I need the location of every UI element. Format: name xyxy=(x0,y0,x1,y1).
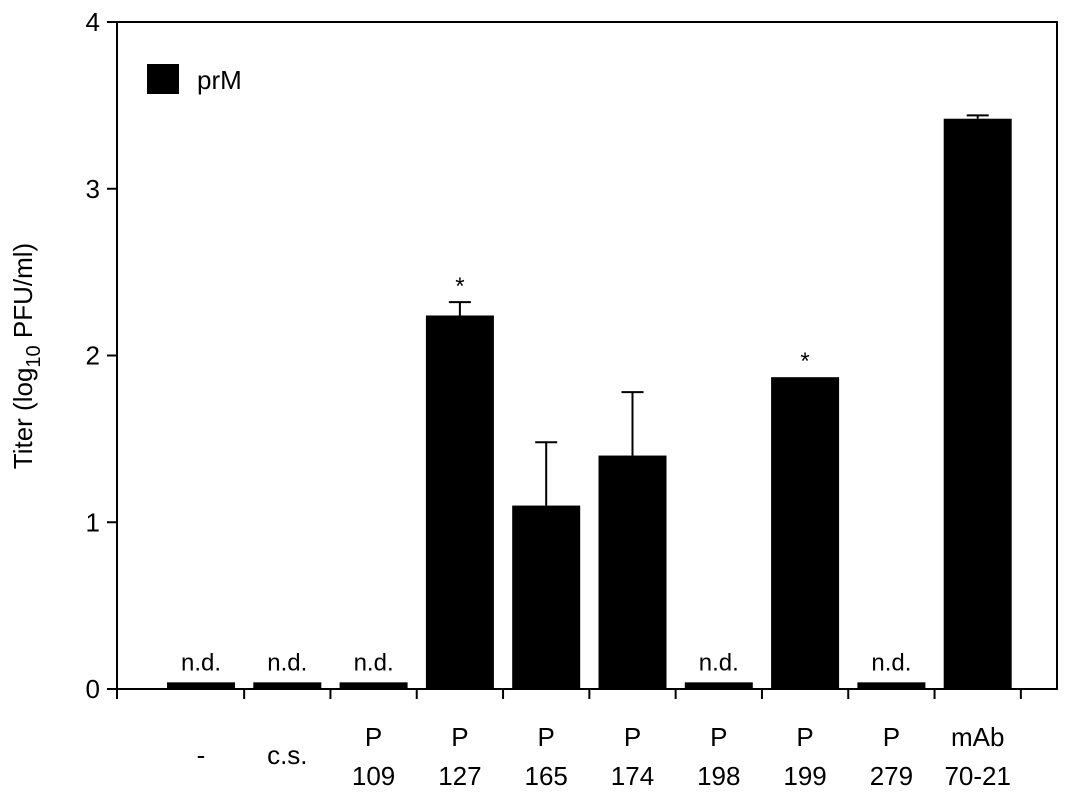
bar-0 xyxy=(167,682,235,689)
category-label-5: P xyxy=(624,722,641,752)
y-axis-label: Titer (log10 PFU/ml) xyxy=(8,243,45,469)
y-tick-label-3: 3 xyxy=(86,174,100,204)
y-tick-label-0: 0 xyxy=(86,674,100,704)
y-tick-label-1: 1 xyxy=(86,507,100,537)
category-label-5-line2: 174 xyxy=(611,761,654,791)
category-label-0: - xyxy=(197,740,206,770)
bars xyxy=(167,114,1012,690)
axes: 0 1 2 3 4 xyxy=(86,7,1058,704)
category-label-9-line2: 70-21 xyxy=(944,761,1011,791)
annotation-1: n.d. xyxy=(267,649,307,676)
category-label-8: P xyxy=(883,722,900,752)
bar-1 xyxy=(253,682,322,689)
plot-frame xyxy=(116,21,1058,690)
annotation-8: n.d. xyxy=(871,649,911,676)
category-label-3-line2: 127 xyxy=(438,761,481,791)
category-label-2: P xyxy=(365,722,382,752)
bar-2 xyxy=(339,682,408,689)
category-label-7-line2: 199 xyxy=(783,761,826,791)
bar-6 xyxy=(684,682,753,689)
labels: n.d. - n.d. c.s. n.d. P 109 * P 127 P 165 P 174 n.d. P 1… xyxy=(181,273,1011,791)
legend-label: prM xyxy=(197,65,242,95)
annotation-6: n.d. xyxy=(699,649,739,676)
category-label-8-line2: 279 xyxy=(870,761,913,791)
bar-3 xyxy=(425,315,494,689)
annotation-3: * xyxy=(455,273,464,300)
bar-8 xyxy=(857,682,926,689)
category-label-6-line2: 198 xyxy=(697,761,740,791)
annotation-0: n.d. xyxy=(181,649,221,676)
category-label-3: P xyxy=(451,722,468,752)
category-label-2-line2: 109 xyxy=(352,761,395,791)
category-label-9: mAb xyxy=(951,722,1004,752)
bar-7 xyxy=(771,377,840,689)
y-tick-label-2: 2 xyxy=(86,341,100,371)
bar-5 xyxy=(598,455,667,689)
y-tick-label-4: 4 xyxy=(86,7,100,37)
legend-swatch xyxy=(147,64,179,94)
category-label-4: P xyxy=(538,722,555,752)
category-label-4-line2: 165 xyxy=(525,761,568,791)
bar-4 xyxy=(512,505,581,689)
category-label-7: P xyxy=(796,722,813,752)
annotation-7: * xyxy=(800,348,809,375)
annotation-2: n.d. xyxy=(354,649,394,676)
legend: prM xyxy=(147,64,242,95)
category-label-1: c.s. xyxy=(267,740,307,770)
category-label-6: P xyxy=(710,722,727,752)
bar-9 xyxy=(943,118,1012,690)
